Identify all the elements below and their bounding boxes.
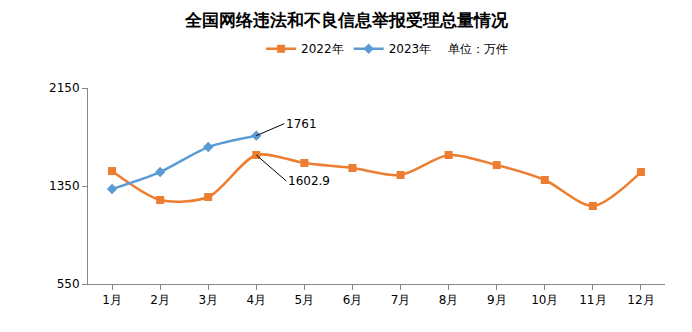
svg-text:全国网络违法和不良信息举报受理总量情况: 全国网络违法和不良信息举报受理总量情况 — [184, 10, 509, 30]
svg-text:3月: 3月 — [198, 293, 218, 307]
svg-text:2月: 2月 — [150, 293, 170, 307]
svg-text:7月: 7月 — [391, 293, 411, 307]
svg-text:5月: 5月 — [295, 293, 315, 307]
svg-text:4月: 4月 — [246, 293, 266, 307]
svg-text:2023年: 2023年 — [389, 42, 432, 56]
svg-text:11月: 11月 — [579, 293, 606, 307]
svg-text:12月: 12月 — [627, 293, 654, 307]
svg-text:2150: 2150 — [49, 81, 80, 95]
svg-text:6月: 6月 — [343, 293, 363, 307]
svg-text:1761: 1761 — [286, 117, 317, 131]
svg-text:1月: 1月 — [102, 293, 122, 307]
svg-text:550: 550 — [57, 277, 80, 291]
svg-text:8月: 8月 — [439, 293, 459, 307]
svg-text:9月: 9月 — [487, 293, 507, 307]
svg-text:单位：万件: 单位：万件 — [448, 42, 508, 56]
svg-text:1602.9: 1602.9 — [288, 174, 330, 188]
svg-text:1350: 1350 — [49, 179, 80, 193]
svg-text:2022年: 2022年 — [301, 42, 344, 56]
svg-text:10月: 10月 — [531, 293, 558, 307]
